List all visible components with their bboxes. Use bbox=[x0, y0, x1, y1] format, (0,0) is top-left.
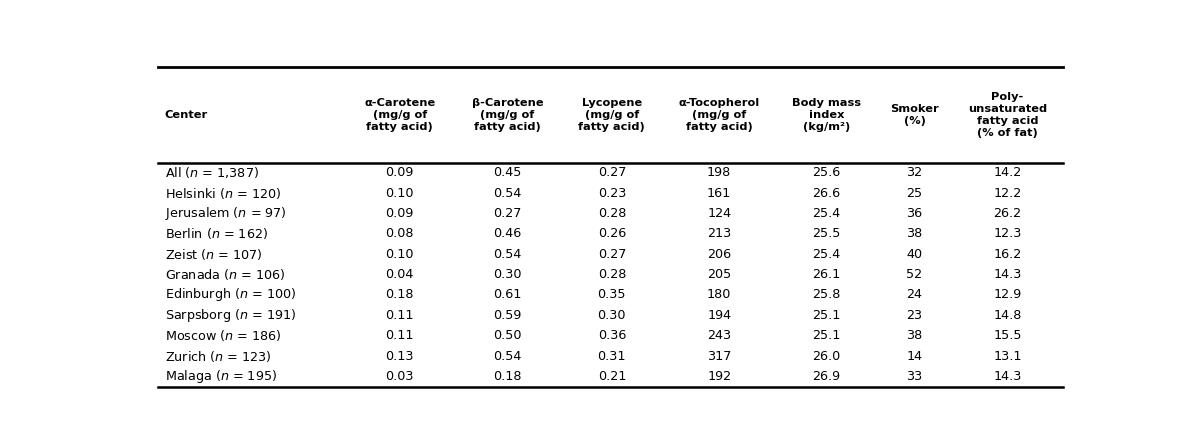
Text: 0.10: 0.10 bbox=[386, 248, 414, 261]
Text: 198: 198 bbox=[707, 166, 731, 179]
Text: 0.46: 0.46 bbox=[493, 227, 522, 240]
Text: 0.28: 0.28 bbox=[598, 268, 626, 281]
Text: 180: 180 bbox=[707, 289, 731, 301]
Text: 0.28: 0.28 bbox=[598, 207, 626, 220]
Text: 23: 23 bbox=[906, 309, 923, 322]
Text: 0.13: 0.13 bbox=[386, 350, 414, 362]
Text: 24: 24 bbox=[906, 289, 923, 301]
Text: 0.08: 0.08 bbox=[386, 227, 414, 240]
Text: 0.27: 0.27 bbox=[598, 166, 626, 179]
Text: 15.5: 15.5 bbox=[993, 329, 1022, 342]
Text: 25.1: 25.1 bbox=[812, 309, 841, 322]
Text: Berlin ($\it{n}$ = 162): Berlin ($\it{n}$ = 162) bbox=[164, 226, 268, 241]
Text: 0.35: 0.35 bbox=[598, 289, 626, 301]
Text: 317: 317 bbox=[707, 350, 731, 362]
Text: 33: 33 bbox=[906, 370, 923, 383]
Text: 0.54: 0.54 bbox=[493, 187, 522, 200]
Text: 205: 205 bbox=[707, 268, 731, 281]
Text: 0.18: 0.18 bbox=[386, 289, 414, 301]
Text: 0.04: 0.04 bbox=[386, 268, 413, 281]
Text: 52: 52 bbox=[906, 268, 923, 281]
Text: All ($\it{n}$ = 1,387): All ($\it{n}$ = 1,387) bbox=[164, 165, 258, 180]
Text: Poly-
unsaturated
fatty acid
(% of fat): Poly- unsaturated fatty acid (% of fat) bbox=[968, 91, 1047, 137]
Text: 124: 124 bbox=[707, 207, 731, 220]
Text: 25.8: 25.8 bbox=[812, 289, 841, 301]
Text: 26.9: 26.9 bbox=[812, 370, 841, 383]
Text: Smoker
(%): Smoker (%) bbox=[890, 103, 939, 126]
Text: 0.61: 0.61 bbox=[493, 289, 522, 301]
Text: Center: Center bbox=[164, 110, 207, 120]
Text: 12.2: 12.2 bbox=[993, 187, 1022, 200]
Text: Zeist ($\it{n}$ = 107): Zeist ($\it{n}$ = 107) bbox=[164, 247, 262, 262]
Text: 0.31: 0.31 bbox=[598, 350, 626, 362]
Text: 0.03: 0.03 bbox=[386, 370, 414, 383]
Text: 0.11: 0.11 bbox=[386, 329, 414, 342]
Text: 0.30: 0.30 bbox=[598, 309, 626, 322]
Text: 161: 161 bbox=[707, 187, 731, 200]
Text: 0.30: 0.30 bbox=[493, 268, 522, 281]
Text: 0.21: 0.21 bbox=[598, 370, 626, 383]
Text: 14.2: 14.2 bbox=[993, 166, 1022, 179]
Text: 14: 14 bbox=[906, 350, 923, 362]
Text: 38: 38 bbox=[906, 227, 923, 240]
Text: 0.11: 0.11 bbox=[386, 309, 414, 322]
Text: 0.54: 0.54 bbox=[493, 248, 522, 261]
Text: 40: 40 bbox=[906, 248, 923, 261]
Text: 12.3: 12.3 bbox=[993, 227, 1022, 240]
Text: Lycopene
(mg/g of
fatty acid): Lycopene (mg/g of fatty acid) bbox=[579, 98, 646, 132]
Text: α-Carotene
(mg/g of
fatty acid): α-Carotene (mg/g of fatty acid) bbox=[364, 98, 435, 132]
Text: α-Tocopherol
(mg/g of
fatty acid): α-Tocopherol (mg/g of fatty acid) bbox=[679, 98, 760, 132]
Text: 0.09: 0.09 bbox=[386, 207, 413, 220]
Text: 194: 194 bbox=[707, 309, 731, 322]
Text: 16.2: 16.2 bbox=[993, 248, 1022, 261]
Text: Malaga ($\it{n}$ = 195): Malaga ($\it{n}$ = 195) bbox=[164, 368, 276, 385]
Text: Helsinki ($\it{n}$ = 120): Helsinki ($\it{n}$ = 120) bbox=[164, 186, 281, 201]
Text: 0.59: 0.59 bbox=[493, 309, 522, 322]
Text: 14.3: 14.3 bbox=[993, 370, 1022, 383]
Text: 0.18: 0.18 bbox=[493, 370, 522, 383]
Text: 0.09: 0.09 bbox=[386, 166, 413, 179]
Text: 26.6: 26.6 bbox=[812, 187, 841, 200]
Text: 26.1: 26.1 bbox=[812, 268, 841, 281]
Text: 0.45: 0.45 bbox=[493, 166, 522, 179]
Text: 25: 25 bbox=[906, 187, 923, 200]
Text: 36: 36 bbox=[906, 207, 923, 220]
Text: 0.26: 0.26 bbox=[598, 227, 626, 240]
Text: 206: 206 bbox=[707, 248, 731, 261]
Text: 26.0: 26.0 bbox=[812, 350, 841, 362]
Text: 0.10: 0.10 bbox=[386, 187, 414, 200]
Text: 14.3: 14.3 bbox=[993, 268, 1022, 281]
Text: 213: 213 bbox=[707, 227, 731, 240]
Text: 0.27: 0.27 bbox=[598, 248, 626, 261]
Text: Sarpsborg ($\it{n}$ = 191): Sarpsborg ($\it{n}$ = 191) bbox=[164, 307, 295, 324]
Text: 0.23: 0.23 bbox=[598, 187, 626, 200]
Text: 38: 38 bbox=[906, 329, 923, 342]
Text: 12.9: 12.9 bbox=[993, 289, 1022, 301]
Text: 32: 32 bbox=[906, 166, 923, 179]
Text: Jerusalem ($\it{n}$ = 97): Jerusalem ($\it{n}$ = 97) bbox=[164, 205, 286, 222]
Text: 0.36: 0.36 bbox=[598, 329, 626, 342]
Text: Granada ($\it{n}$ = 106): Granada ($\it{n}$ = 106) bbox=[164, 267, 286, 282]
Text: Moscow ($\it{n}$ = 186): Moscow ($\it{n}$ = 186) bbox=[164, 328, 281, 343]
Text: 26.2: 26.2 bbox=[993, 207, 1022, 220]
Text: β-Carotene
(mg/g of
fatty acid): β-Carotene (mg/g of fatty acid) bbox=[472, 98, 543, 132]
Text: 0.50: 0.50 bbox=[493, 329, 522, 342]
Text: 25.6: 25.6 bbox=[812, 166, 841, 179]
Text: 0.54: 0.54 bbox=[493, 350, 522, 362]
Text: 25.1: 25.1 bbox=[812, 329, 841, 342]
Text: Zurich ($\it{n}$ = 123): Zurich ($\it{n}$ = 123) bbox=[164, 349, 272, 363]
Text: 192: 192 bbox=[707, 370, 731, 383]
Text: 25.4: 25.4 bbox=[812, 207, 841, 220]
Text: 14.8: 14.8 bbox=[993, 309, 1022, 322]
Text: 13.1: 13.1 bbox=[993, 350, 1022, 362]
Text: 243: 243 bbox=[707, 329, 731, 342]
Text: Edinburgh ($\it{n}$ = 100): Edinburgh ($\it{n}$ = 100) bbox=[164, 286, 297, 304]
Text: Body mass
index
(kg/m²): Body mass index (kg/m²) bbox=[792, 98, 861, 132]
Text: 25.5: 25.5 bbox=[812, 227, 841, 240]
Text: 25.4: 25.4 bbox=[812, 248, 841, 261]
Text: 0.27: 0.27 bbox=[493, 207, 522, 220]
